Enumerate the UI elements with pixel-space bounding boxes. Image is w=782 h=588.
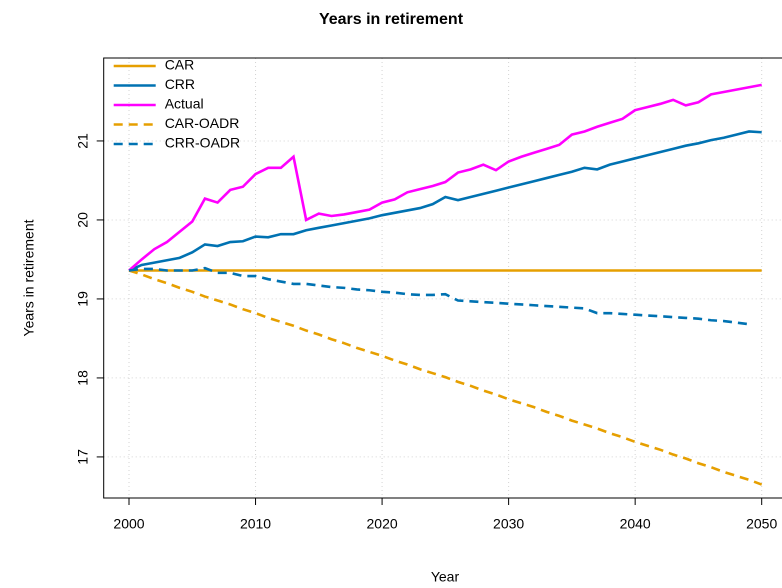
x-tick-label: 2040 [620,516,651,532]
series-line [128,269,763,486]
y-tick-label: 20 [74,212,90,228]
legend-label: CAR-OADR [165,115,240,131]
y-tick-label: 18 [74,370,90,386]
series-line [128,83,762,272]
legend-label: CRR-OADR [165,135,240,151]
x-axis-label: Year [431,569,460,585]
x-tick-label: 2020 [367,516,398,532]
x-tick-label: 2030 [493,516,524,532]
legend-label: Actual [165,96,204,112]
legend-label: CRR [165,76,195,92]
legend-label: CAR [165,57,195,73]
y-axis-label: Years in retirement [21,219,37,336]
x-tick-label: 2010 [240,516,271,532]
x-tick-label: 2000 [113,516,144,532]
y-tick-label: 19 [74,291,90,307]
plot-frame [103,57,782,499]
series-line [128,130,762,272]
x-tick-label: 2050 [746,516,777,532]
chart-title: Years in retirement [319,11,464,28]
y-tick-label: 17 [74,449,90,465]
series-line [128,266,750,326]
y-tick-label: 21 [74,133,90,149]
